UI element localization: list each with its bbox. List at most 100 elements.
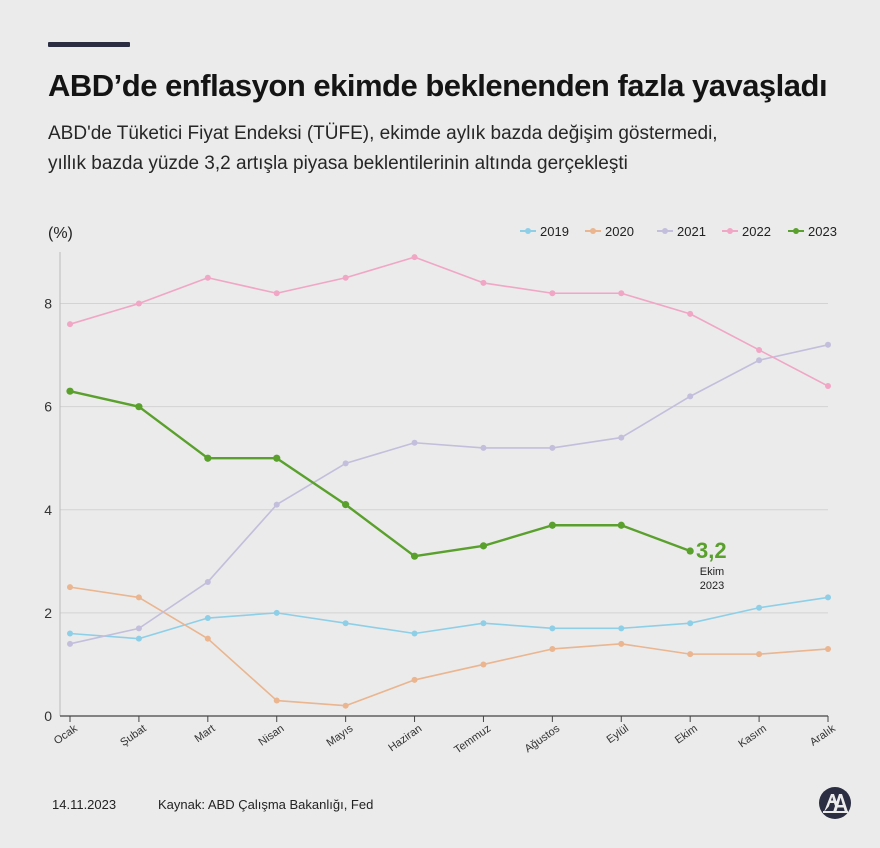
data-point-2022: [618, 290, 625, 297]
data-point-2022: [204, 274, 211, 281]
series-line-2022: [69, 256, 829, 387]
data-point-2019: [204, 615, 211, 622]
data-point-2023: [273, 454, 281, 462]
legend-marker-2022: [727, 228, 733, 234]
data-point-2020: [549, 645, 556, 652]
series-line-2023: [69, 390, 691, 558]
annotation-year: 2023: [700, 580, 724, 592]
data-point-2021: [687, 393, 694, 400]
legend-marker-2019: [525, 228, 531, 234]
legend-marker-2023: [793, 228, 799, 234]
grid-lines: [60, 303, 828, 614]
data-point-2023: [204, 454, 212, 462]
data-point-2021: [825, 341, 831, 348]
legend-label-2020: 2020: [605, 224, 634, 239]
x-tick-label: Ekim: [673, 723, 700, 747]
data-point-2022: [67, 321, 73, 328]
data-point-2019: [273, 609, 280, 616]
x-tick-label: Ocak: [52, 722, 80, 747]
data-point-2023: [548, 521, 556, 529]
axes: 0 2 4 6 8 (%) Ocak Şubat Mart Nisan Mayıs Haziran Te…: [44, 225, 838, 756]
data-point-2023: [410, 552, 419, 560]
y-tick-label: 6: [44, 399, 52, 415]
data-point-2020: [342, 702, 349, 709]
y-axis-label: (%): [48, 225, 73, 242]
data-point-2021: [549, 444, 556, 451]
data-point-2022: [549, 290, 556, 297]
legend: 2019 2020 2021 2022 2023: [520, 224, 837, 239]
x-tick-label: Kasım: [736, 723, 768, 751]
data-point-2021: [480, 444, 487, 451]
data-point-2023: [342, 501, 350, 509]
data-point-2022: [687, 310, 694, 317]
x-tick-label: Mayıs: [324, 722, 355, 749]
legend-label-2019: 2019: [540, 224, 569, 239]
page-subtitle: ABD'de Tüketici Fiyat Endeksi (TÜFE), ek…: [48, 119, 848, 179]
footer-source: Kaynak: ABD Çalışma Bakanlığı, Fed: [158, 797, 374, 812]
data-point-2019: [549, 625, 556, 632]
x-tick-label: Eylül: [605, 723, 631, 747]
data-point-2021: [342, 460, 349, 467]
data-point-2020: [67, 584, 73, 591]
y-tick-label: 8: [44, 296, 52, 312]
x-tick-label: Şubat: [118, 723, 148, 749]
series-line-2021: [69, 344, 829, 645]
series-lines: [66, 254, 831, 709]
y-tick-label: 4: [44, 502, 52, 518]
data-point-2021: [756, 357, 763, 364]
data-point-2023: [617, 521, 625, 529]
subtitle-line-2: yıllık bazda yüzde 3,2 artışla piyasa be…: [48, 153, 628, 174]
annotation: 3,2 Ekim 2023: [696, 538, 727, 592]
data-point-2019: [411, 630, 418, 637]
data-point-2021: [411, 439, 418, 446]
annotation-value: 3,2: [696, 538, 727, 563]
x-tick-label: Mart: [193, 723, 218, 745]
data-point-2022: [135, 300, 142, 307]
data-point-2019: [618, 625, 625, 632]
x-tick-label: Ağustos: [523, 722, 563, 755]
data-point-2019: [756, 604, 763, 611]
data-point-2023: [686, 547, 694, 555]
data-point-2023: [66, 387, 74, 395]
series-line-2019: [69, 596, 829, 640]
data-point-2023: [479, 542, 488, 550]
page-title: ABD’de enflasyon ekimde beklenenden fazl…: [48, 68, 828, 103]
x-tick-label: Temmuz: [452, 723, 493, 757]
data-point-2021: [273, 501, 280, 508]
data-point-2022: [411, 254, 418, 261]
y-tick-label: 2: [44, 605, 52, 621]
y-tick-label: 0: [44, 708, 52, 724]
data-point-2019: [135, 635, 142, 642]
data-point-2020: [204, 635, 211, 642]
series-line-2020: [69, 586, 829, 707]
data-point-2021: [67, 640, 73, 647]
data-point-2020: [618, 640, 625, 647]
data-point-2020: [480, 661, 487, 668]
data-point-2020: [411, 676, 418, 683]
data-point-2021: [204, 578, 211, 585]
data-point-2019: [687, 620, 694, 627]
data-point-2020: [135, 594, 142, 601]
x-tick-label: Haziran: [386, 723, 424, 755]
data-point-2022: [756, 346, 763, 353]
aa-logo-icon: [819, 787, 851, 819]
data-point-2023: [135, 403, 143, 411]
data-point-2019: [67, 630, 73, 637]
data-point-2022: [342, 274, 349, 281]
data-point-2020: [756, 651, 763, 658]
x-tick-label: Aralık: [808, 722, 838, 748]
data-point-2021: [618, 434, 625, 441]
data-point-2022: [825, 383, 831, 390]
data-point-2020: [273, 697, 280, 704]
x-tick-label: Nisan: [257, 723, 287, 749]
annotation-month: Ekim: [700, 566, 724, 578]
data-point-2019: [480, 620, 487, 627]
data-point-2020: [825, 645, 831, 652]
legend-marker-2020: [590, 228, 596, 234]
data-point-2022: [480, 279, 487, 286]
subtitle-line-1: ABD'de Tüketici Fiyat Endeksi (TÜFE), ek…: [48, 123, 718, 144]
legend-label-2022: 2022: [742, 224, 771, 239]
legend-label-2021: 2021: [677, 224, 706, 239]
data-point-2019: [342, 620, 349, 627]
